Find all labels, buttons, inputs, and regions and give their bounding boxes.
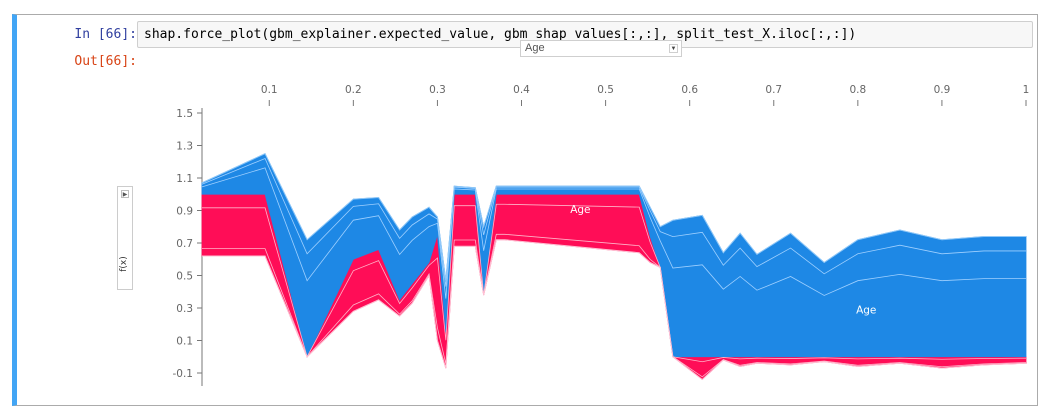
x-tick-label: 0.6: [681, 84, 698, 96]
triangle-down-icon: ▼: [669, 44, 678, 53]
x-tick-label: 0.3: [429, 84, 446, 96]
x-tick-label: 0.2: [345, 84, 362, 96]
x-feature-select-value: Age: [525, 42, 545, 54]
y-tick-label: 0.1: [176, 336, 193, 348]
y-tick-label: 0.7: [176, 238, 193, 250]
positive-bottom-edge: [202, 239, 1027, 381]
negative-inner-line: [201, 157, 1026, 287]
x-tick-label: 0.5: [597, 84, 614, 96]
y-tick-label: 0.9: [176, 206, 193, 218]
positive-inner-line: [202, 233, 1027, 378]
x-axis: 0.1 0.2 0.3 0.4 0.5 0.6 0.7 0.8 0.9 1: [261, 84, 1029, 106]
notebook-cell[interactable]: In [66]: shap.force_plot(gbm_explainer.e…: [12, 14, 1038, 406]
y-tick-label: 1.3: [176, 141, 193, 153]
x-tick-label: 0.8: [849, 84, 866, 96]
y-axis: 1.5 1.3 1.1 0.9 0.7 0.5 0.3 0.1 -0.1: [173, 108, 203, 386]
x-feature-select[interactable]: Age ▼: [520, 40, 682, 57]
y-tick-label: 0.3: [176, 303, 193, 315]
triangle-right-icon[interactable]: ▶: [121, 190, 129, 198]
negative-inner-line: [201, 167, 1026, 299]
code-input[interactable]: shap.force_plot(gbm_explainer.expected_v…: [137, 21, 1033, 48]
labels: Age Age: [570, 204, 876, 317]
x-tick-label: 0.4: [513, 84, 530, 96]
input-prompt: In [66]:: [74, 27, 137, 42]
y-tick-label: -0.1: [173, 368, 194, 380]
area-label-positive: Age: [570, 204, 590, 216]
x-tick-label: 0.9: [934, 84, 951, 96]
area-label-negative: Age: [856, 305, 876, 317]
areas: [201, 152, 1027, 381]
x-tick-label: 1: [1023, 84, 1030, 96]
positive-inner-line: [202, 203, 1027, 363]
x-tick-label: 0.1: [261, 84, 278, 96]
y-tick-label: 1.5: [176, 108, 193, 120]
x-tick-label: 0.7: [765, 84, 782, 96]
y-axis-label: f(x): [119, 256, 129, 272]
y-tick-label: 0.5: [176, 271, 193, 283]
y-tick-label: 1.1: [176, 173, 193, 185]
negative-top-edge: [201, 152, 1026, 281]
output-prompt: Out[66]:: [74, 54, 137, 69]
y-axis-select[interactable]: ▶ f(x): [117, 186, 133, 290]
